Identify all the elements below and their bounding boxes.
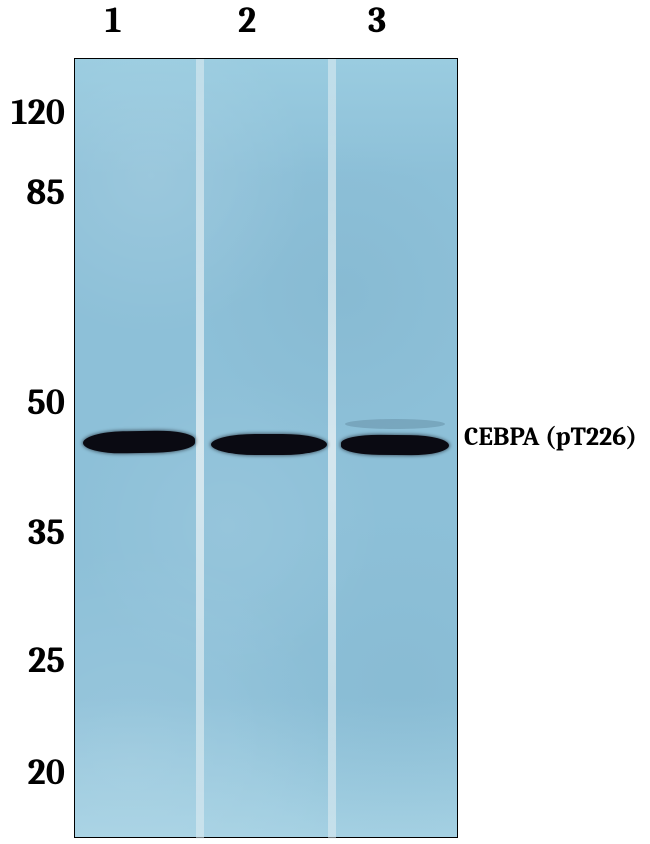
band-lane-2 [211, 434, 327, 455]
figure-container: 1 2 3 120 85 50 35 25 20 CEBPA (pT226) [0, 0, 650, 844]
band-lane-1 [83, 430, 195, 454]
marker-label-85: 85 [0, 172, 65, 213]
protein-annotation: CEBPA (pT226) [464, 422, 637, 452]
lane-divider-2 [328, 59, 336, 839]
band-lane-3-shadow [345, 419, 445, 429]
band-lane-3 [341, 435, 449, 456]
marker-label-25: 25 [0, 640, 65, 681]
marker-label-20: 20 [0, 752, 65, 793]
lane-label-2: 2 [238, 0, 256, 41]
blot-membrane [74, 58, 458, 838]
marker-label-50: 50 [0, 382, 65, 423]
lane-label-1: 1 [105, 0, 122, 41]
marker-label-120: 120 [0, 92, 65, 133]
lane-label-3: 3 [368, 0, 386, 41]
marker-label-35: 35 [0, 512, 65, 553]
lane-divider-1 [196, 59, 204, 839]
